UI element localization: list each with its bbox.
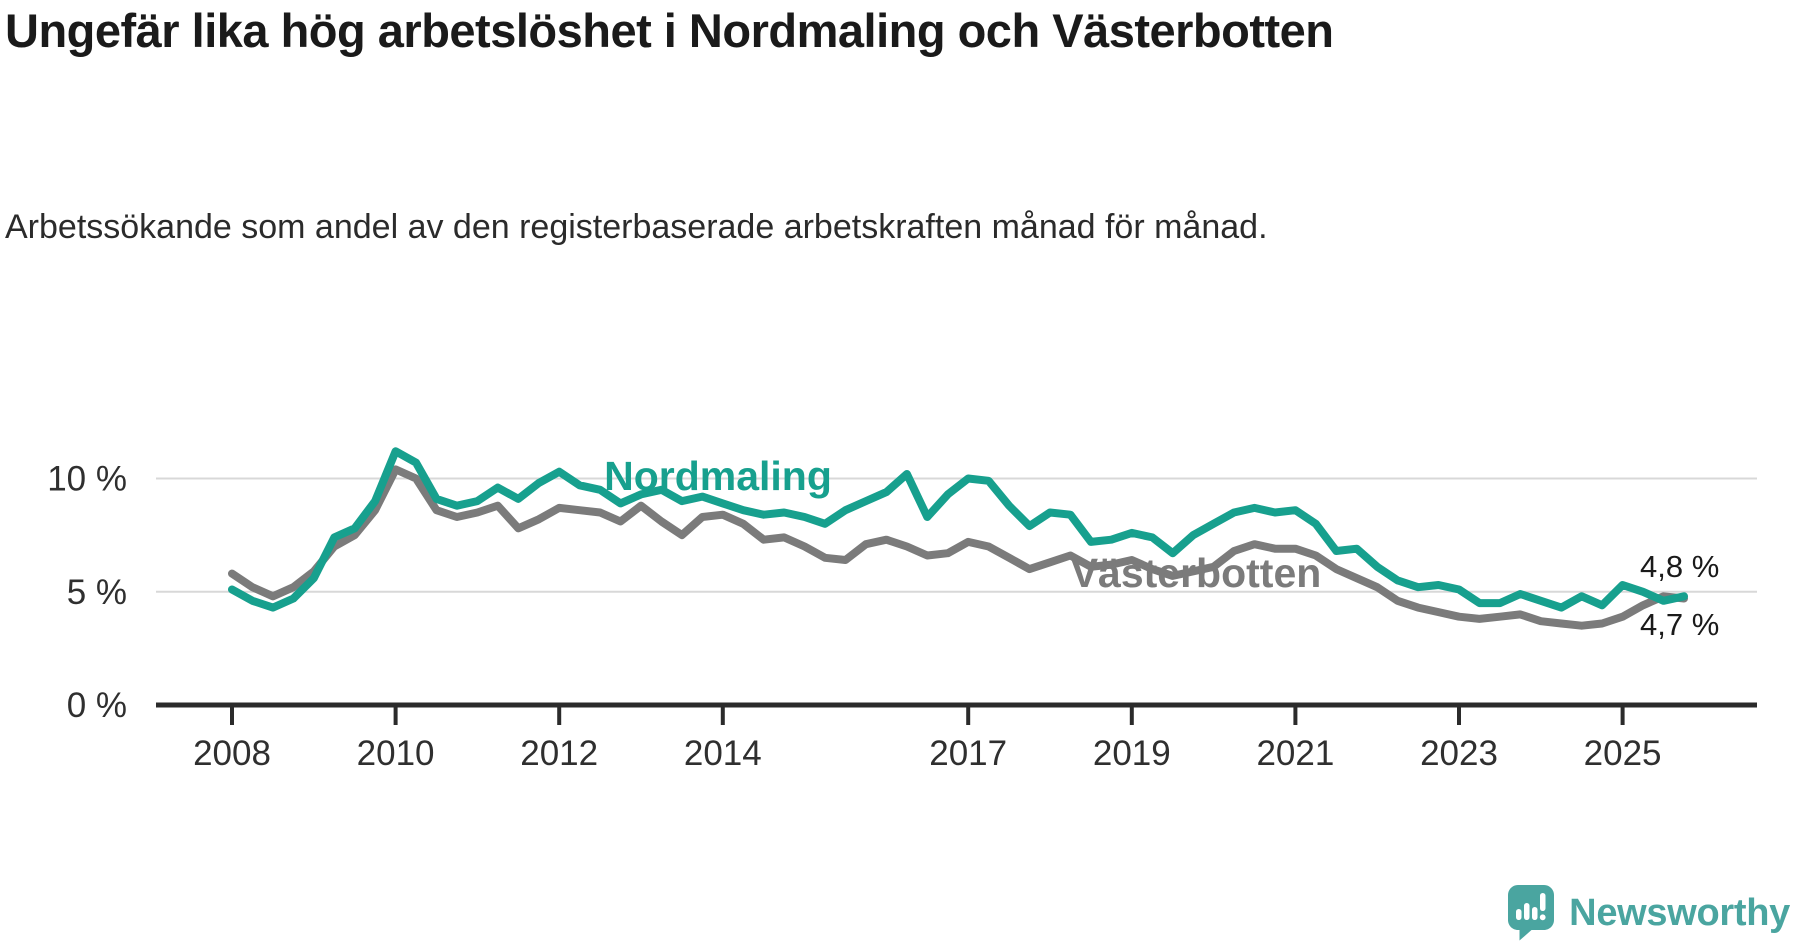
y-axis-label-10: 10 % xyxy=(47,460,127,499)
y-axis-label-5: 5 % xyxy=(67,573,127,612)
x-axis-label-2021: 2021 xyxy=(1256,734,1334,773)
end-value-label-västerbotten: 4,7 % xyxy=(1640,607,1719,642)
chart-subtitle: Arbetssökande som andel av den registerb… xyxy=(5,208,1268,246)
line-västerbotten xyxy=(228,465,1688,630)
newsworthy-logo-icon xyxy=(1508,885,1555,941)
end-value-label-nordmaling: 4,8 % xyxy=(1640,549,1719,584)
x-axis-label-2023: 2023 xyxy=(1420,734,1498,773)
series-label-vasterbotten: Västerbotten xyxy=(1071,550,1322,596)
x-axis-label-2019: 2019 xyxy=(1093,734,1171,773)
y-axis-label-0: 0 % xyxy=(67,686,127,725)
line-nordmaling xyxy=(228,447,1688,612)
x-axis-label-2025: 2025 xyxy=(1584,734,1662,773)
x-axis-label-2010: 2010 xyxy=(357,734,435,773)
x-axis-label-2017: 2017 xyxy=(929,734,1007,773)
x-axis-label-2008: 2008 xyxy=(193,734,271,773)
x-axis-label-2012: 2012 xyxy=(520,734,598,773)
newsworthy-logo-text: Newsworthy xyxy=(1569,891,1790,934)
series-label-nordmaling: Nordmaling xyxy=(604,453,832,499)
newsworthy-logo: Newsworthy xyxy=(1508,882,1790,944)
page-title: Ungefär lika hög arbetslöshet i Nordmali… xyxy=(5,4,1334,57)
x-axis-label-2014: 2014 xyxy=(684,734,762,773)
